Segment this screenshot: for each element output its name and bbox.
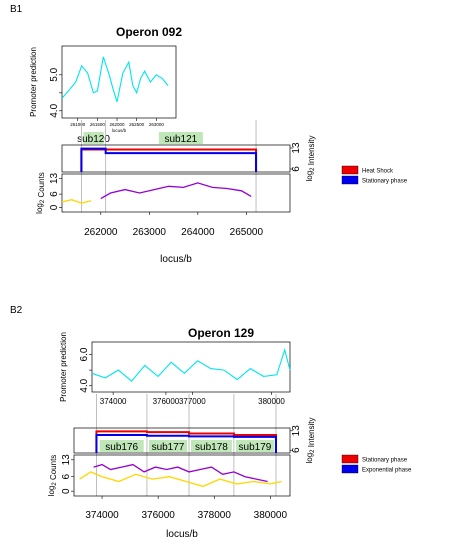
counts-ylabel-part: log xyxy=(47,486,56,497)
intensity-ylabel-part: 2 xyxy=(310,167,316,171)
counts-ylabel-part: 2 xyxy=(40,199,46,203)
promoter-xtick-label: 376000 xyxy=(153,397,180,406)
counts-line-1 xyxy=(100,182,252,200)
promoter-ytick-label: 4.0 xyxy=(49,103,60,117)
counts-ytick-label: 0 xyxy=(61,488,72,494)
panel-title: Operon 092 xyxy=(116,25,182,39)
counts-ylabel-part: log xyxy=(35,203,44,214)
panel-B1-id: B1 xyxy=(10,4,23,15)
promoter-xtick-label: 377000 xyxy=(179,397,206,406)
panel-title: Operon 129 xyxy=(188,326,254,340)
counts-xtick-label: 378000 xyxy=(198,510,232,521)
counts-xtick-label: 262000 xyxy=(84,227,118,238)
promoter-xtick-label: 261500 xyxy=(90,122,106,127)
counts-ylabel-part: Counts xyxy=(49,455,58,483)
promoter-ylabel: Promoter prediction xyxy=(29,47,38,117)
counts-ylabel-part: 2 xyxy=(52,482,58,486)
intensity-ylabel: log2 Intensity xyxy=(305,417,316,463)
counts-ytick-label: 13 xyxy=(49,172,60,184)
counts-frame xyxy=(61,173,291,213)
counts-xtick-label: 265000 xyxy=(230,227,264,238)
counts-ytick-label: 0 xyxy=(49,204,60,210)
suboperon-label-sub178: sub178 xyxy=(195,442,228,453)
promoter-ytick-label: 6.0 xyxy=(79,347,90,361)
promoter-ytick-label: 5.0 xyxy=(49,67,60,81)
suboperon-box-sub179 xyxy=(235,440,274,452)
intensity-frame xyxy=(73,427,291,454)
legend-swatch xyxy=(341,464,359,474)
intensity-ytick-label: 13 xyxy=(291,425,302,437)
promoter-xtick-label: 374000 xyxy=(100,397,127,406)
promoter-xtick-label: 261000 xyxy=(70,122,86,127)
intensity-ytick-label: 6 xyxy=(291,447,302,453)
legend-swatch xyxy=(341,175,359,185)
promoter-ylabel: Promoter prediction xyxy=(59,332,68,402)
promoter-ytick-label: 4.0 xyxy=(79,378,90,392)
suboperon-label-sub121: sub121 xyxy=(164,134,197,145)
counts-xtick-label: 380000 xyxy=(254,510,288,521)
counts-frame xyxy=(73,454,291,497)
intensity-ytick-label: 6 xyxy=(291,166,302,172)
intensity-frame xyxy=(61,144,291,173)
promoter-xlabel: locus/b xyxy=(112,128,127,133)
counts-ylabel-part: Counts xyxy=(37,172,46,200)
promoter-xtick-label: 262500 xyxy=(129,122,145,127)
legend-label: Stationary phase xyxy=(362,458,408,464)
intensity-ylabel-part: log xyxy=(305,453,314,464)
promoter-frame xyxy=(91,341,291,393)
counts-xtick-label: 264000 xyxy=(181,227,215,238)
counts-ylabel: log2 Counts xyxy=(47,455,58,497)
promoter-line-0 xyxy=(61,56,169,102)
legend-label: Stationary phase xyxy=(362,179,408,185)
legend-swatch xyxy=(341,454,359,464)
suboperon-label-sub177: sub177 xyxy=(152,442,185,453)
suboperon-box-sub178 xyxy=(191,440,232,452)
counts-xtick-label: 263000 xyxy=(133,227,167,238)
x-axis-label: locus/b xyxy=(166,529,198,540)
counts-line-0 xyxy=(61,199,92,204)
counts-ytick-label: 6 xyxy=(61,473,72,479)
counts-line-0 xyxy=(79,471,282,488)
legend-label: Exponential phase xyxy=(362,468,412,474)
counts-ytick-label: 13 xyxy=(61,454,72,466)
promoter-xtick-label: 380000 xyxy=(258,397,285,406)
panel-B2-id: B2 xyxy=(10,305,23,316)
promoter-xtick-label: 263000 xyxy=(149,122,165,127)
suboperon-label-sub179: sub179 xyxy=(239,442,272,453)
counts-ylabel: log2 Counts xyxy=(35,172,46,214)
suboperon-label-sub120: sub120 xyxy=(77,134,110,145)
counts-ytick-label: 6 xyxy=(49,191,60,197)
promoter-frame xyxy=(61,45,177,119)
intensity-ylabel-part: Intensity xyxy=(307,417,316,449)
intensity-ylabel-part: 2 xyxy=(310,449,316,453)
suboperon-box-sub120 xyxy=(83,132,104,144)
intensity-ylabel: log2 Intensity xyxy=(305,135,316,181)
promoter-xtick-label: 262000 xyxy=(110,122,126,127)
step-line-stationary-phase xyxy=(95,430,277,453)
counts-line-1 xyxy=(93,463,268,483)
counts-xtick-label: 376000 xyxy=(141,510,175,521)
legend-swatch xyxy=(341,165,359,175)
intensity-ytick-label: 13 xyxy=(291,142,302,154)
suboperon-label-sub176: sub176 xyxy=(105,442,138,453)
x-axis-label: locus/b xyxy=(160,254,192,265)
legend-label: Heat Shock xyxy=(362,169,394,175)
intensity-ylabel-part: Intensity xyxy=(307,135,316,167)
suboperon-box-sub177 xyxy=(148,440,188,452)
suboperon-box-sub176 xyxy=(99,440,144,452)
intensity-ylabel-part: log xyxy=(305,171,314,182)
step-line-exponential-phase xyxy=(95,433,277,453)
suboperon-box-sub121 xyxy=(158,132,203,144)
step-line-stationary-phase xyxy=(80,147,258,172)
counts-xtick-label: 374000 xyxy=(85,510,119,521)
promoter-line-0 xyxy=(91,347,291,382)
